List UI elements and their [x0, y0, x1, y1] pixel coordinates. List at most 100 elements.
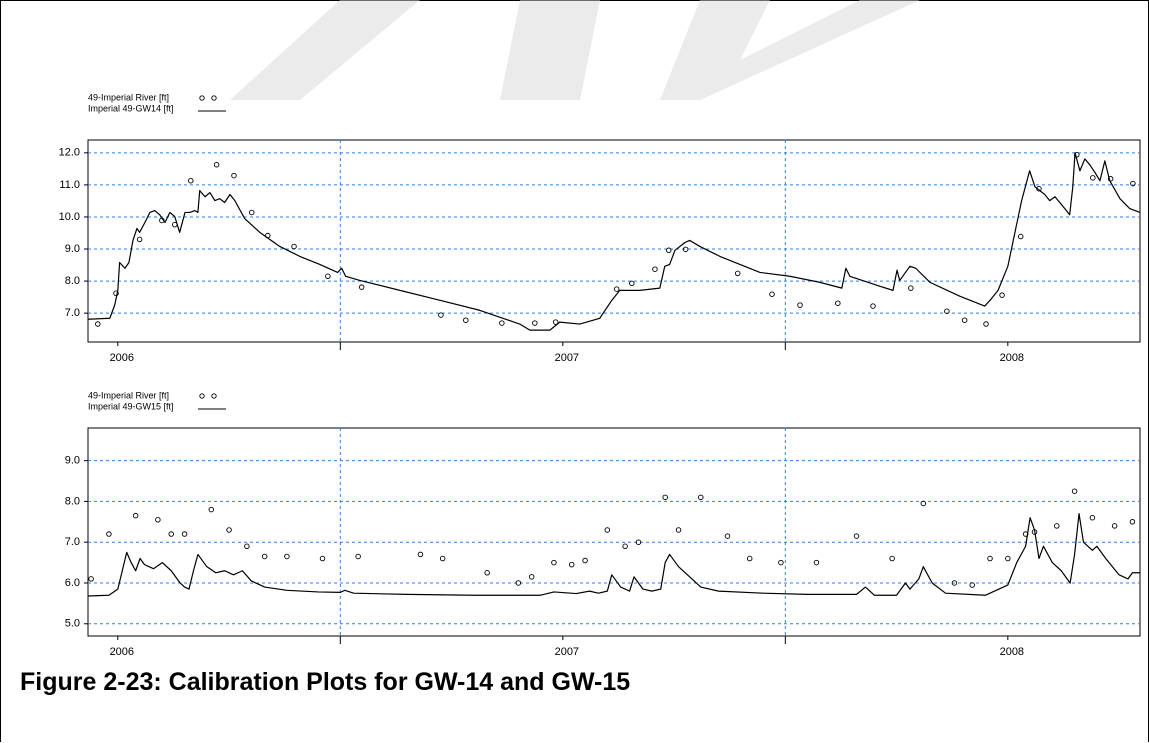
data-point [484, 570, 490, 576]
data-point [244, 543, 250, 550]
data-point [106, 531, 112, 537]
data-point [870, 303, 876, 309]
plot-area [87, 427, 1141, 637]
data-point [291, 243, 297, 250]
data-point [88, 576, 94, 582]
data-point [439, 555, 446, 562]
data-point [552, 319, 559, 325]
data-point [1129, 519, 1136, 525]
chart: 5.0 6.0 7.0 8.0 9.0 2006 2007 2008 49-Imperial R… [65, 390, 1141, 658]
y-tick-label: 10.0 [59, 211, 80, 223]
data-point [582, 557, 588, 564]
data-point [797, 302, 803, 308]
data-point [188, 177, 194, 184]
data-point [231, 172, 237, 179]
data-point [951, 580, 958, 586]
data-point [724, 533, 731, 539]
data-point [604, 527, 611, 533]
data-point [853, 533, 860, 539]
watermark-shape [660, 0, 920, 100]
data-line [87, 513, 1140, 597]
data-point [568, 561, 575, 568]
data-point [734, 270, 741, 277]
y-tick-label: 5.0 [65, 618, 80, 630]
figure-caption: Figure 2-23: Calibration Plots for GW-14… [20, 668, 631, 696]
data-point [438, 312, 444, 318]
data-point [662, 494, 668, 501]
plot-area [87, 139, 1141, 343]
y-tick-label: 11.0 [59, 179, 80, 191]
y-tick-label: 9.0 [65, 455, 80, 467]
data-point [908, 285, 914, 291]
data-point [95, 321, 101, 327]
x-tick-label: 2006 [110, 646, 134, 658]
watermark [230, 0, 920, 100]
watermark-shape [230, 0, 420, 100]
legend-label: Imperial 49-GW15 [ft] [88, 401, 174, 411]
data-point [746, 555, 753, 562]
data-point [635, 539, 642, 545]
data-point [675, 527, 682, 533]
data-line [87, 152, 1141, 331]
chart: 7.0 8.0 9.0 10.0 11.0 12.0 2006 2007 2008 49-Impe… [59, 92, 1141, 364]
charts: 7.0 8.0 9.0 10.0 11.0 12.0 2006 2007 2008 49-Impe… [59, 0, 1141, 658]
x-tick-label: 2007 [555, 646, 579, 658]
data-point [155, 517, 161, 523]
data-point [249, 209, 255, 216]
legend-symbol [199, 95, 205, 101]
legend-label: 49-Imperial River [ft] [88, 390, 169, 400]
data-point [325, 273, 331, 280]
data-point [813, 559, 820, 566]
data-point [213, 161, 220, 168]
data-point [1017, 233, 1024, 240]
data-point [920, 500, 927, 507]
data-point [944, 308, 950, 314]
data-point [532, 320, 538, 326]
x-tick-label: 2008 [1000, 646, 1024, 658]
data-point [969, 582, 975, 588]
data-point [113, 290, 119, 297]
data-point [417, 551, 424, 558]
legend-symbol [211, 393, 217, 399]
data-point [1090, 175, 1096, 181]
data-point [261, 553, 268, 560]
data-point [835, 300, 841, 306]
data-point [778, 559, 784, 566]
x-tick-label: 2006 [110, 352, 134, 364]
data-point [652, 266, 658, 272]
y-tick-label: 7.0 [65, 536, 80, 548]
data-point [284, 553, 290, 560]
y-tick-label: 7.0 [65, 307, 80, 319]
legend-symbol [199, 393, 205, 399]
data-point [528, 574, 535, 580]
y-tick-label: 6.0 [65, 577, 80, 589]
data-point [499, 320, 505, 326]
data-point [136, 236, 143, 243]
data-point [987, 555, 993, 562]
data-point [999, 292, 1005, 298]
x-tick-label: 2008 [1000, 352, 1024, 364]
data-point [463, 317, 469, 323]
data-point [181, 531, 188, 537]
legend-label: Imperial 49-GW14 [ft] [88, 103, 174, 113]
data-point [1071, 488, 1078, 494]
data-point [355, 553, 361, 560]
data-point [613, 286, 620, 292]
data-point [358, 284, 365, 290]
data-point [961, 317, 968, 323]
data-point [168, 531, 174, 537]
data-point [983, 321, 989, 327]
y-tick-label: 8.0 [65, 495, 80, 507]
data-point [1005, 555, 1011, 562]
data-point [629, 280, 635, 287]
data-point [208, 506, 215, 513]
data-point [1089, 514, 1096, 521]
legend-symbol [211, 95, 217, 101]
data-point [769, 291, 775, 297]
legend-label: 49-Imperial River [ft] [88, 92, 169, 102]
data-point [515, 580, 522, 586]
data-point [889, 555, 895, 562]
data-point [698, 494, 704, 501]
data-point [1054, 523, 1060, 529]
data-point [319, 555, 326, 562]
